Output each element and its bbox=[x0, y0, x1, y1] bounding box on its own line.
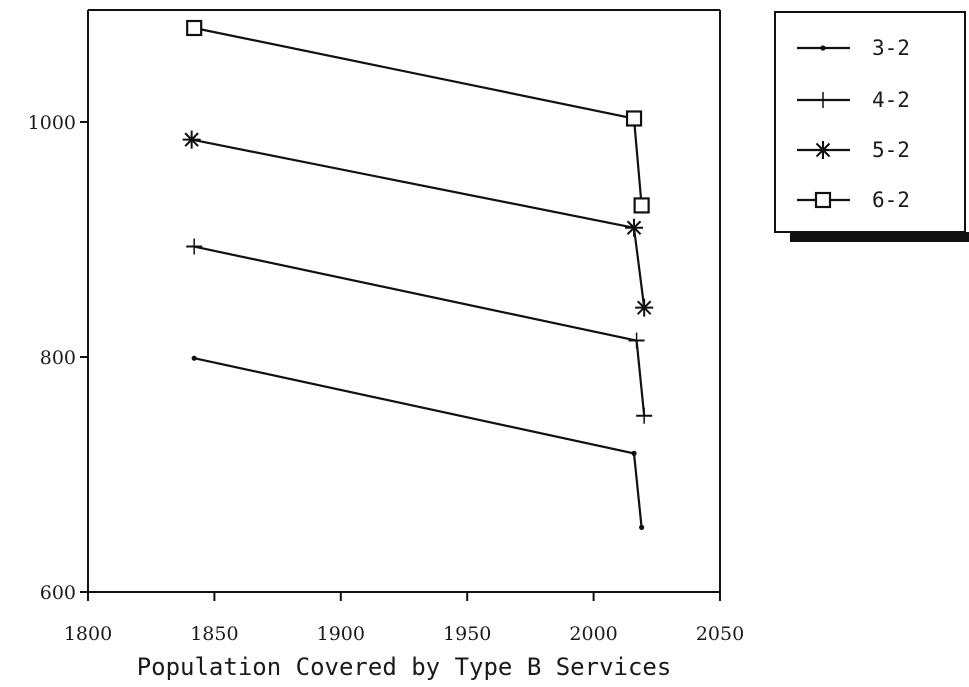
legend-item: 5-2 bbox=[797, 138, 910, 162]
legend-marker bbox=[814, 141, 832, 159]
data-point bbox=[186, 238, 203, 255]
x-tick-label: 1950 bbox=[443, 623, 491, 645]
series-line bbox=[193, 245, 646, 416]
data-point bbox=[625, 110, 643, 127]
legend-label: 6-2 bbox=[872, 188, 910, 212]
series-3-2 bbox=[191, 355, 645, 530]
plot-area bbox=[87, 9, 721, 593]
legend-label: 5-2 bbox=[872, 138, 910, 162]
data-point bbox=[636, 407, 653, 424]
series-6-2 bbox=[186, 19, 650, 214]
legend-label: 4-2 bbox=[872, 88, 910, 112]
x-tick-label: 1850 bbox=[190, 623, 238, 645]
legend-label: 3-2 bbox=[872, 36, 910, 60]
y-tick-label: 1000 bbox=[28, 112, 76, 134]
data-point bbox=[631, 450, 637, 456]
series-line bbox=[193, 26, 643, 206]
x-tick-label: 1900 bbox=[317, 623, 365, 645]
legend-item: 4-2 bbox=[797, 88, 910, 112]
x-axis-title: Population Covered by Type B Services bbox=[137, 653, 672, 681]
data-point bbox=[191, 355, 197, 361]
x-axis: 1800 1850 1900 1950 2000 2050 bbox=[64, 592, 744, 645]
x-tick-label: 2050 bbox=[696, 623, 744, 645]
legend-marker bbox=[820, 45, 826, 51]
series-4-2 bbox=[186, 238, 653, 424]
legend-item: 6-2 bbox=[797, 188, 910, 212]
x-tick-label: 1800 bbox=[64, 623, 112, 645]
data-point bbox=[639, 524, 645, 530]
legend-marker bbox=[815, 92, 831, 108]
data-point bbox=[628, 332, 645, 349]
data-point bbox=[633, 197, 650, 214]
series-line bbox=[193, 357, 643, 528]
data-point bbox=[186, 19, 203, 37]
legend-shadow bbox=[790, 232, 969, 242]
series-5-2 bbox=[182, 130, 654, 317]
y-tick-label: 800 bbox=[40, 347, 76, 369]
legend-items: 3-2 4-2 5-2 6-2 bbox=[797, 36, 910, 212]
data-point bbox=[182, 130, 201, 149]
y-axis: 600 800 1000 bbox=[28, 112, 88, 604]
data-point bbox=[635, 298, 654, 317]
data-point bbox=[625, 218, 644, 237]
series-layer bbox=[182, 19, 654, 530]
series-line bbox=[191, 138, 646, 308]
y-tick-label: 600 bbox=[40, 582, 76, 604]
legend-item: 3-2 bbox=[797, 36, 910, 60]
legend-marker bbox=[814, 191, 832, 209]
x-tick-label: 2000 bbox=[569, 623, 617, 645]
legend: 3-2 4-2 5-2 6-2 bbox=[774, 11, 969, 242]
